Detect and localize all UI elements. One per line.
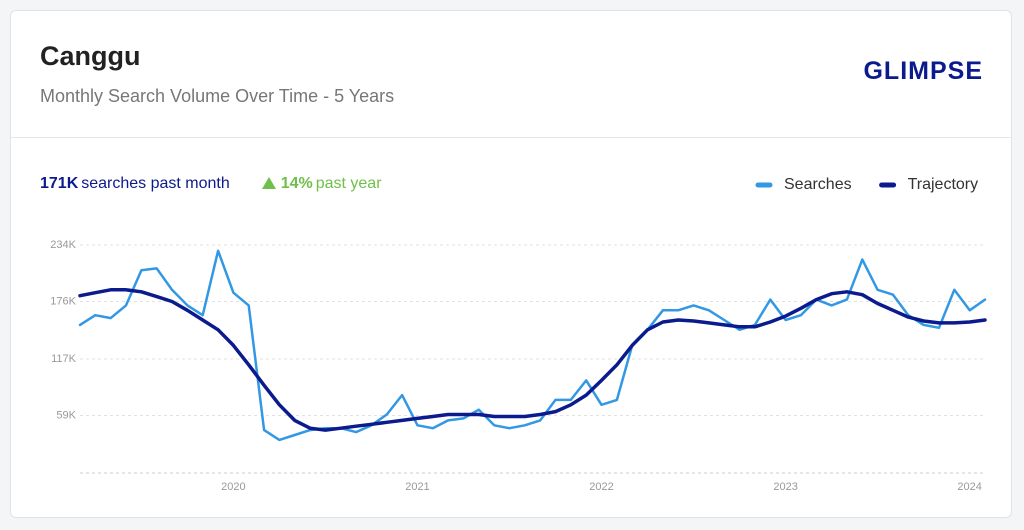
y-tick-label: 234K [50, 239, 76, 251]
y-tick-label: 117K [51, 353, 77, 365]
subtitle: Monthly Search Volume Over Time - 5 Year… [40, 86, 395, 106]
logo: GLIMPSE [863, 57, 983, 85]
x-tick-label: 2020 [221, 481, 245, 493]
series-line [78, 288, 987, 432]
month-label: searches past month [81, 175, 230, 192]
title: Canggu [40, 41, 141, 71]
x-tick-label: 2024 [957, 481, 981, 493]
x-tick-label: 2022 [589, 481, 613, 493]
divider [11, 137, 1011, 138]
stats: 171K searches past month 14% past year [40, 175, 385, 193]
year-label: past year [315, 175, 382, 192]
month-value: 171K [40, 175, 79, 192]
legend-label: Trajectory [908, 176, 979, 193]
series-line [78, 249, 987, 442]
year-value: 14% [280, 175, 313, 192]
up-arrow [262, 177, 277, 189]
legend-label: Searches [784, 176, 852, 193]
y-tick-label: 59K [56, 409, 76, 421]
y-tick-label: 176K [50, 295, 76, 307]
card: Canggu Monthly Search Volume Over Time -… [10, 10, 1012, 518]
x-tick-label: 2023 [773, 481, 797, 493]
x-tick-label: 2021 [405, 481, 429, 493]
